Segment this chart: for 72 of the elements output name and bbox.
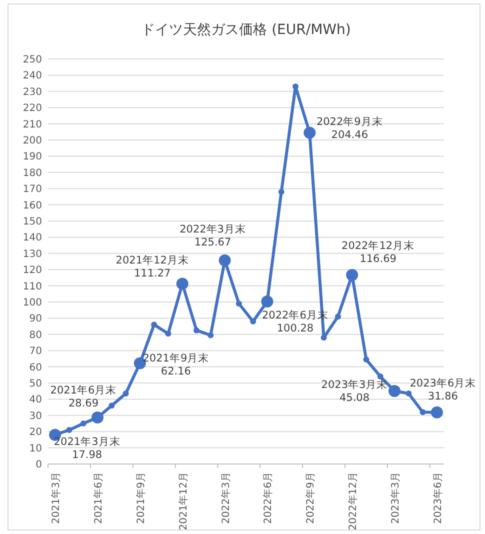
y-tick-label: 70 xyxy=(29,346,42,358)
data-label: 116.69 xyxy=(360,252,396,265)
x-tick-label: 2022年6月 xyxy=(262,472,274,524)
annotation: 2023年6月末 xyxy=(410,376,476,390)
point xyxy=(420,409,426,416)
x-tick-label: 2022年9月 xyxy=(304,472,317,524)
data-label: 31.86 xyxy=(428,390,458,402)
x-tick-label: 2022年12月 xyxy=(347,472,360,530)
data-label: 204.46 xyxy=(331,128,368,141)
point xyxy=(194,327,200,334)
y-tick-label: 30 xyxy=(29,410,42,422)
annotation: 2021年9月末 xyxy=(142,351,210,364)
point xyxy=(108,402,115,409)
x-tick-label: 2021年9月 xyxy=(134,472,147,524)
y-tick-label: 190 xyxy=(22,152,42,163)
point xyxy=(122,390,129,397)
data-label: 45.08 xyxy=(339,392,370,404)
annotation: 2023年3月末 xyxy=(321,378,388,391)
y-tick-label: 0 xyxy=(36,460,42,470)
point xyxy=(236,300,242,307)
annotation: 2022年3月末 xyxy=(180,222,246,236)
x-tick-label: 2021年3月 xyxy=(50,472,62,524)
data-label: 100.28 xyxy=(276,322,314,335)
y-tick-label: 230 xyxy=(22,86,42,98)
point xyxy=(151,322,158,328)
y-tick-label: 100 xyxy=(22,298,42,308)
point xyxy=(66,426,72,433)
y-tick-label: 40 xyxy=(29,394,42,406)
y-tick-label: 160 xyxy=(22,200,42,212)
y-tick-label: 60 xyxy=(29,362,42,374)
y-tick-label: 200 xyxy=(22,136,42,146)
x-tick-label: 2021年12月 xyxy=(177,472,190,530)
annotation: 2022年12月末 xyxy=(342,238,415,252)
y-tick-label: 250 xyxy=(22,54,42,66)
annotation: 2021年12月末 xyxy=(116,254,189,267)
data-label: 17.98 xyxy=(72,448,102,461)
x-tick-label: 2022年3月 xyxy=(220,472,232,524)
point xyxy=(320,334,327,341)
data-label: 111.27 xyxy=(134,268,171,280)
point xyxy=(80,420,86,426)
point xyxy=(208,332,214,338)
annotation: 2022年9月末 xyxy=(316,114,383,128)
y-tick-label: 50 xyxy=(29,378,42,390)
x-tick-label: 2023年3月 xyxy=(390,472,402,524)
y-tick-label: 130 xyxy=(22,248,42,260)
y-tick-label: 220 xyxy=(22,103,42,114)
x-tick-label: 2023年6月 xyxy=(432,472,444,524)
chart-title: ドイツ天然ガス価格 (EUR/MWh) xyxy=(141,22,351,38)
y-tick-label: 90 xyxy=(29,314,42,325)
y-tick-label: 210 xyxy=(22,119,42,130)
y-tick-label: 80 xyxy=(29,330,42,341)
annotation: 2021年6月末 xyxy=(50,384,117,397)
point xyxy=(334,314,341,320)
data-label: 28.69 xyxy=(68,398,99,410)
y-tick-label: 180 xyxy=(22,168,42,179)
annotation: 2021年3月末 xyxy=(54,434,120,448)
y-tick-label: 20 xyxy=(29,427,42,438)
y-tick-label: 140 xyxy=(22,232,42,244)
data-label: 125.67 xyxy=(194,236,232,248)
point xyxy=(363,356,370,363)
y-tick-label: 240 xyxy=(22,70,42,82)
y-tick-label: 110 xyxy=(22,281,42,292)
y-tick-label: 170 xyxy=(22,184,42,196)
point xyxy=(278,188,284,195)
y-tick-label: 120 xyxy=(22,265,42,276)
data-label: 62.16 xyxy=(160,365,192,378)
y-tick-label: 150 xyxy=(22,216,42,228)
y-tick-label: 10 xyxy=(29,443,42,454)
point xyxy=(406,390,412,397)
x-tick-label: 2021年6月 xyxy=(92,472,104,524)
point xyxy=(165,330,172,337)
point xyxy=(250,318,256,324)
